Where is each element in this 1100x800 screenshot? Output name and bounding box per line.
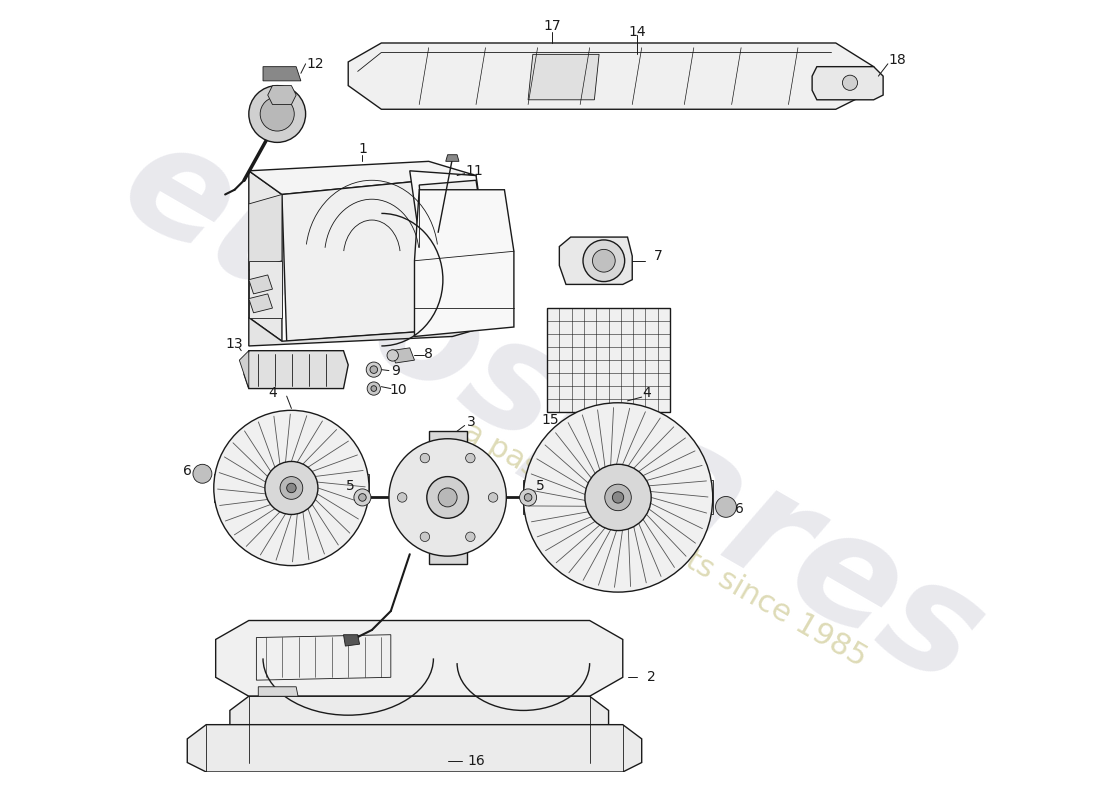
Circle shape [287,483,296,493]
Text: 10: 10 [389,382,407,397]
Circle shape [265,462,318,514]
Polygon shape [263,66,301,81]
Text: a passion for parts since 1985: a passion for parts since 1985 [459,417,872,673]
Text: 18: 18 [889,53,906,67]
Polygon shape [528,54,600,100]
Text: eurospares: eurospares [96,106,1008,718]
Circle shape [370,366,377,374]
Text: 8: 8 [425,346,433,361]
Text: 2: 2 [647,670,656,684]
Circle shape [371,386,376,391]
Circle shape [249,86,306,142]
Circle shape [465,532,475,542]
Circle shape [613,492,624,503]
Text: 3: 3 [466,414,475,429]
Circle shape [354,489,371,506]
Text: 6: 6 [183,464,191,478]
Polygon shape [410,171,485,242]
Polygon shape [349,43,873,110]
Circle shape [488,493,498,502]
Polygon shape [446,154,459,162]
Polygon shape [240,350,249,389]
Circle shape [583,240,625,282]
Circle shape [525,494,532,502]
Text: 7: 7 [653,249,662,263]
Circle shape [843,75,858,90]
Circle shape [280,477,302,499]
Circle shape [585,464,651,530]
Polygon shape [230,696,608,762]
Polygon shape [524,480,713,514]
Polygon shape [267,86,296,105]
Polygon shape [343,634,360,646]
Polygon shape [258,686,298,696]
Circle shape [389,438,506,556]
Polygon shape [249,261,282,318]
Circle shape [367,382,381,395]
Text: 5: 5 [345,479,354,493]
Polygon shape [390,348,415,363]
Text: 5: 5 [536,479,544,493]
Circle shape [420,454,430,463]
Polygon shape [249,318,485,346]
Polygon shape [249,275,273,294]
Circle shape [192,464,212,483]
Circle shape [420,532,430,542]
Circle shape [366,362,382,377]
Circle shape [427,477,469,518]
Circle shape [465,454,475,463]
Polygon shape [812,66,883,100]
Text: 1: 1 [358,142,367,156]
Text: 17: 17 [543,19,561,33]
Circle shape [438,488,458,507]
Circle shape [519,489,537,506]
Polygon shape [249,162,476,194]
Text: 4: 4 [268,386,277,400]
Text: 12: 12 [306,57,323,71]
Circle shape [359,494,366,502]
Circle shape [213,410,368,566]
Circle shape [593,250,615,272]
Polygon shape [559,237,632,285]
Polygon shape [282,175,485,342]
Circle shape [261,97,295,131]
Polygon shape [213,474,368,502]
Circle shape [397,493,407,502]
Text: 6: 6 [735,502,744,516]
Circle shape [387,350,398,361]
Text: 16: 16 [468,754,485,768]
Polygon shape [256,634,390,680]
Circle shape [605,484,631,510]
Polygon shape [419,180,485,246]
Polygon shape [244,350,349,389]
Circle shape [524,402,713,592]
Polygon shape [415,190,514,337]
Polygon shape [216,621,623,696]
Text: 4: 4 [642,386,651,400]
Text: 13: 13 [226,337,243,351]
Text: 15: 15 [541,413,559,426]
Text: 14: 14 [628,25,646,38]
Circle shape [716,497,736,518]
Polygon shape [249,194,282,270]
Polygon shape [429,431,466,564]
Text: 9: 9 [392,363,400,378]
Polygon shape [249,171,282,342]
Text: 11: 11 [465,164,483,178]
Polygon shape [187,725,641,772]
Polygon shape [249,294,273,313]
Polygon shape [547,308,670,412]
